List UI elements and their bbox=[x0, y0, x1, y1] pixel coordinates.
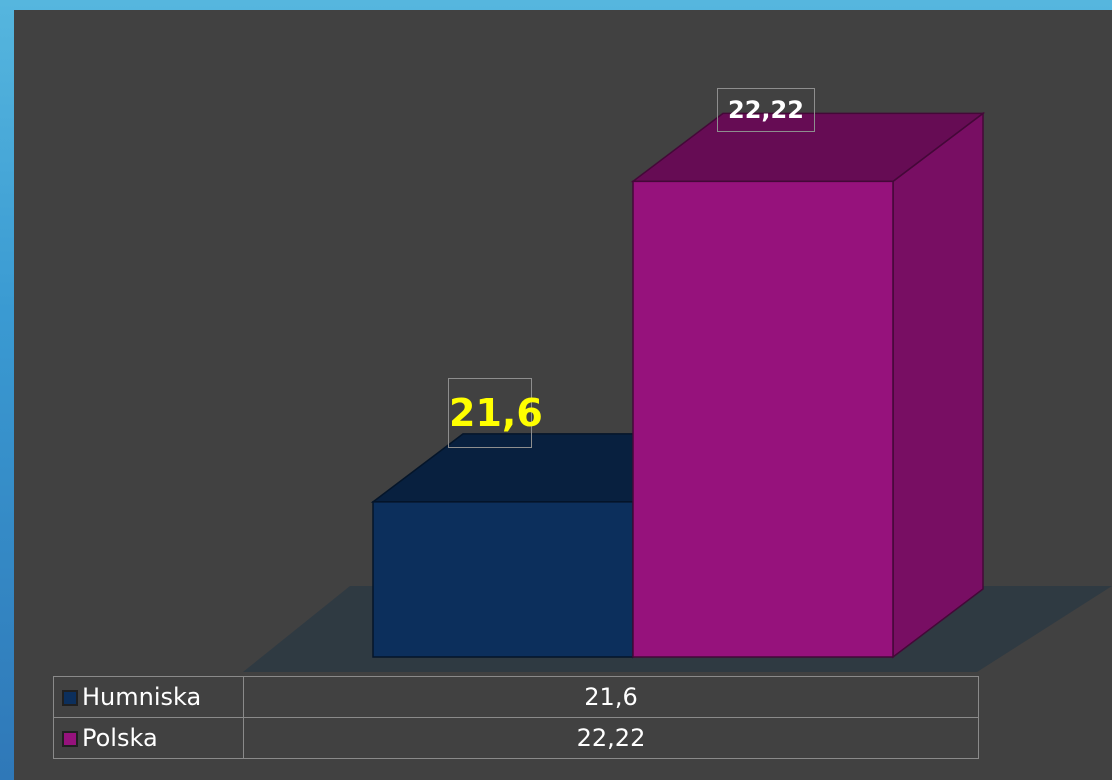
table-row-polska: Polska 22,22 bbox=[53, 717, 979, 759]
table-row-humniska: Humniska 21,6 bbox=[53, 676, 979, 718]
bar-front-polska bbox=[632, 180, 894, 658]
series-name-cell: Humniska bbox=[53, 676, 244, 718]
bars-group bbox=[370, 111, 986, 659]
data-table: Humniska 21,6 Polska 22,22 bbox=[53, 676, 979, 759]
data-label-polska: 22,22 bbox=[717, 88, 815, 132]
legend-key-humniska bbox=[62, 690, 78, 706]
series-name-polska: Polska bbox=[82, 724, 158, 752]
chart-panel: 21,6 22,22 Humniska 21,6 Polska 22,22 bbox=[14, 10, 1112, 780]
bar-side-polska bbox=[892, 111, 984, 659]
data-label-humniska: 21,6 bbox=[448, 378, 543, 448]
bar-front-humniska bbox=[372, 501, 634, 658]
value-cell-polska: 22,22 bbox=[243, 717, 979, 759]
legend-key-polska bbox=[62, 731, 78, 747]
value-cell-humniska: 21,6 bbox=[243, 676, 979, 718]
chart-plot bbox=[243, 111, 1112, 672]
series-name-cell: Polska bbox=[53, 717, 244, 759]
series-name-humniska: Humniska bbox=[82, 683, 202, 711]
